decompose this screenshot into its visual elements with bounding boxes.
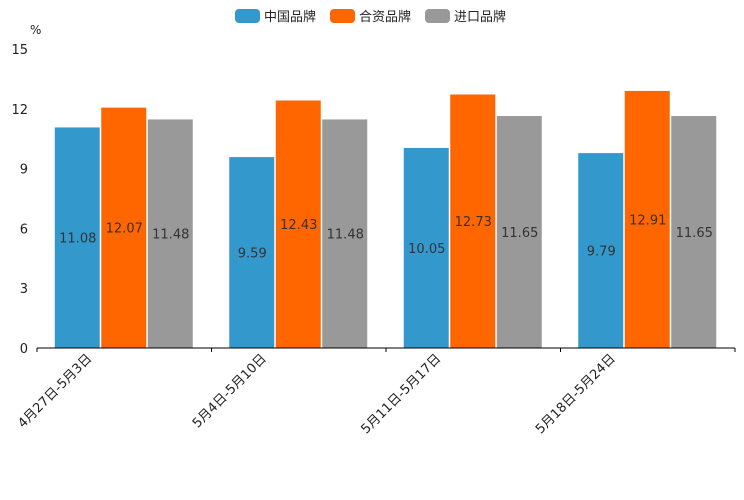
x-tick-label: 4月27日-5月3日 [15, 351, 95, 431]
bar-series-group: 11.08 12.07 11.48 9.59 12.43 11.48 10.05 12.73 1… [54, 90, 717, 349]
bar-value-label: 9.59 [238, 246, 267, 261]
bar [228, 156, 275, 349]
legend-label[interactable]: 中国品牌 [264, 9, 316, 25]
y-tick-label: 15 [11, 43, 28, 58]
bar [577, 152, 624, 349]
x-tick-label: 5月18日-5月24日 [533, 351, 619, 437]
y-tick-label: 9 [20, 163, 28, 178]
y-axis: 0 3 6 9 12 15 [11, 43, 28, 357]
legend-swatch[interactable] [235, 9, 260, 23]
bar [147, 118, 194, 349]
bar-value-label: 9.79 [587, 244, 616, 259]
y-axis-label: % [30, 23, 41, 37]
bar-value-label: 12.07 [106, 222, 143, 237]
bar-value-label: 11.08 [59, 232, 96, 247]
bar-value-label: 11.65 [501, 226, 538, 241]
bar-value-label: 11.48 [327, 228, 364, 243]
legend-swatch[interactable] [330, 9, 355, 23]
x-axis: 4月27日-5月3日 5月4日-5月10日 5月11日-5月17日 5月18日-5月2… [15, 347, 736, 437]
bar-value-label: 11.48 [152, 228, 189, 243]
y-tick-label: 6 [20, 222, 28, 237]
bar [624, 90, 671, 349]
legend: 中国品牌 合资品牌 进口品牌 [235, 9, 506, 25]
x-tick-label: 5月11日-5月17日 [359, 351, 445, 437]
bar [670, 115, 717, 349]
x-tick-label: 5月4日-5月10日 [190, 351, 270, 431]
legend-swatch[interactable] [425, 9, 450, 23]
y-tick-label: 0 [20, 342, 28, 357]
bar-value-label: 12.73 [455, 215, 492, 230]
bar-value-label: 11.65 [676, 226, 713, 241]
bar-value-label: 12.43 [280, 218, 317, 233]
bar [54, 126, 101, 349]
bar [403, 147, 450, 349]
bar-value-label: 10.05 [408, 242, 445, 257]
bar [321, 118, 368, 349]
legend-label[interactable]: 合资品牌 [359, 9, 411, 25]
bar [449, 93, 496, 349]
legend-label[interactable]: 进口品牌 [454, 9, 506, 25]
y-tick-label: 12 [11, 103, 28, 118]
bar [100, 107, 147, 349]
bar [275, 99, 322, 349]
y-tick-label: 3 [20, 282, 28, 297]
bar-value-label: 12.91 [629, 213, 666, 228]
